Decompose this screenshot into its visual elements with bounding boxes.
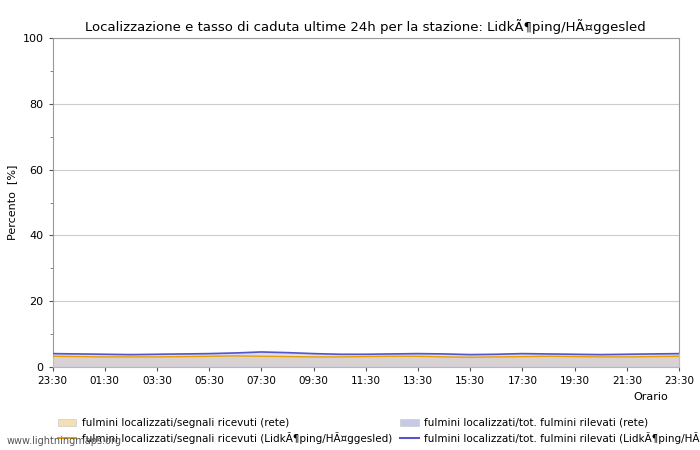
Title: Localizzazione e tasso di caduta ultime 24h per la stazione: LidkÃ¶ping/HÃ¤ggesl: Localizzazione e tasso di caduta ultime … bbox=[85, 19, 646, 34]
Y-axis label: Percento  [%]: Percento [%] bbox=[7, 165, 17, 240]
Text: www.lightningmaps.org: www.lightningmaps.org bbox=[7, 436, 122, 446]
Text: Orario: Orario bbox=[634, 392, 668, 402]
Legend: fulmini localizzati/segnali ricevuti (rete), fulmini localizzati/segnali ricevut: fulmini localizzati/segnali ricevuti (re… bbox=[57, 418, 700, 444]
